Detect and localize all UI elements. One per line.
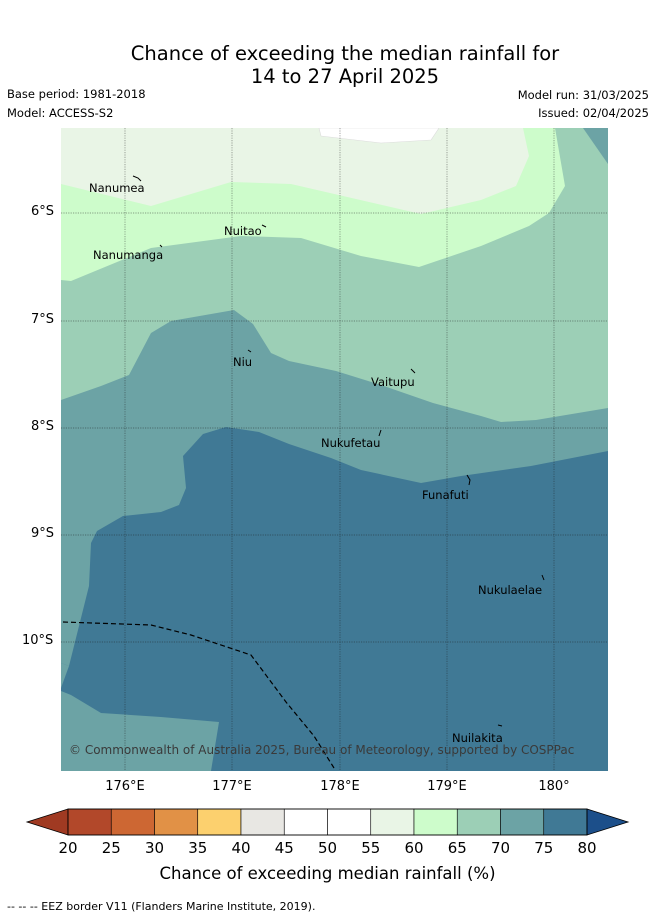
issued-date: Issued: 02/04/2025 bbox=[538, 106, 649, 120]
model-name: Model: ACCESS-S2 bbox=[7, 106, 114, 120]
place-label-vaitupu: Vaitupu bbox=[371, 375, 415, 389]
lon-gridlines bbox=[124, 128, 555, 771]
eez-legend-footer: -- -- -- EEZ border V11 (Flanders Marine… bbox=[7, 900, 316, 913]
lon-label-177e: 177°E bbox=[212, 779, 252, 794]
colorbar-tick-label: 40 bbox=[231, 839, 251, 857]
place-label-nukulaelae: Nukulaelae bbox=[478, 583, 542, 597]
map-title-line-2: 14 to 27 April 2025 bbox=[250, 65, 440, 88]
model-run: Model run: 31/03/2025 bbox=[517, 88, 649, 102]
colorbar-label: Chance of exceeding median rainfall (%) bbox=[159, 864, 496, 883]
colorbar-tick-label: 60 bbox=[404, 839, 424, 857]
zone-70-75-corner bbox=[583, 128, 608, 164]
colorbar-tick-label: 30 bbox=[144, 839, 165, 857]
colorbar-tick-label: 75 bbox=[534, 839, 554, 857]
lat-label-9s: 9°S bbox=[31, 526, 55, 541]
lon-label-176e: 176°E bbox=[105, 779, 145, 794]
colorbar-cell bbox=[67, 808, 112, 836]
lon-label-179e: 179°E bbox=[427, 779, 467, 794]
colorbar-tick-label: 65 bbox=[447, 839, 467, 857]
eez-border-line bbox=[62, 621, 335, 769]
colorbar-tick-label: 45 bbox=[274, 839, 294, 857]
island-marks bbox=[132, 175, 545, 727]
colorbar-low-extend bbox=[25, 808, 69, 836]
map-title-line-1: Chance of exceeding the median rainfall … bbox=[130, 42, 560, 65]
place-label-nuilakita: Nuilakita bbox=[452, 731, 503, 745]
place-label-nukufetau: Nukufetau bbox=[321, 436, 380, 450]
base-period: Base period: 1981-2018 bbox=[7, 87, 146, 101]
colorbar-cell bbox=[240, 808, 285, 836]
colorbar-cell bbox=[456, 808, 501, 836]
place-label-funafuti: Funafuti bbox=[422, 488, 469, 502]
colorbar-tick-label: 80 bbox=[577, 839, 597, 857]
colorbar-cell bbox=[413, 808, 458, 836]
place-label-nanumea: Nanumea bbox=[89, 181, 145, 195]
colorbar-cell bbox=[370, 808, 415, 836]
colorbar-cell bbox=[197, 808, 242, 836]
colorbar-cell bbox=[110, 808, 155, 836]
colorbar-tick-label: 50 bbox=[317, 839, 338, 857]
lat-label-6s: 6°S bbox=[31, 204, 55, 219]
lat-label-7s: 7°S bbox=[31, 312, 55, 327]
lat-label-8s: 8°S bbox=[31, 419, 55, 434]
place-label-nanumanga: Nanumanga bbox=[93, 248, 163, 262]
colorbar-tick-label: 25 bbox=[101, 839, 121, 857]
zone-70-75-bottom bbox=[61, 663, 69, 688]
colorbar-cell bbox=[327, 808, 372, 836]
colorbar-cell bbox=[543, 808, 588, 836]
lon-label-180: 180° bbox=[538, 779, 570, 794]
colorbar-cell bbox=[283, 808, 328, 836]
zone-50-55 bbox=[318, 128, 440, 144]
colorbar-high-extend bbox=[586, 808, 630, 836]
copyright-notice: © Commonwealth of Australia 2025, Bureau… bbox=[69, 743, 574, 757]
zone-70-75-bottom-left bbox=[61, 691, 219, 771]
colorbar bbox=[25, 808, 630, 836]
colorbar-tick-label: 20 bbox=[58, 839, 78, 857]
colorbar-cells bbox=[67, 808, 588, 836]
zone-75-80 bbox=[61, 427, 608, 771]
lon-label-178e: 178°E bbox=[320, 779, 360, 794]
colorbar-tick-label: 70 bbox=[490, 839, 511, 857]
colorbar-tick-label: 35 bbox=[188, 839, 208, 857]
place-label-niu: Niu bbox=[233, 355, 252, 369]
colorbar-frame bbox=[67, 808, 588, 836]
rainfall-map: Nanumea Nuitao Nanumanga Niu Vaitupu Nuk… bbox=[61, 128, 608, 771]
place-label-nuitao: Nuitao bbox=[224, 224, 262, 238]
colorbar-tick-label: 55 bbox=[361, 839, 381, 857]
lat-label-10s: 10°S bbox=[22, 633, 54, 648]
colorbar-cell bbox=[154, 808, 199, 836]
colorbar-cell bbox=[500, 808, 545, 836]
